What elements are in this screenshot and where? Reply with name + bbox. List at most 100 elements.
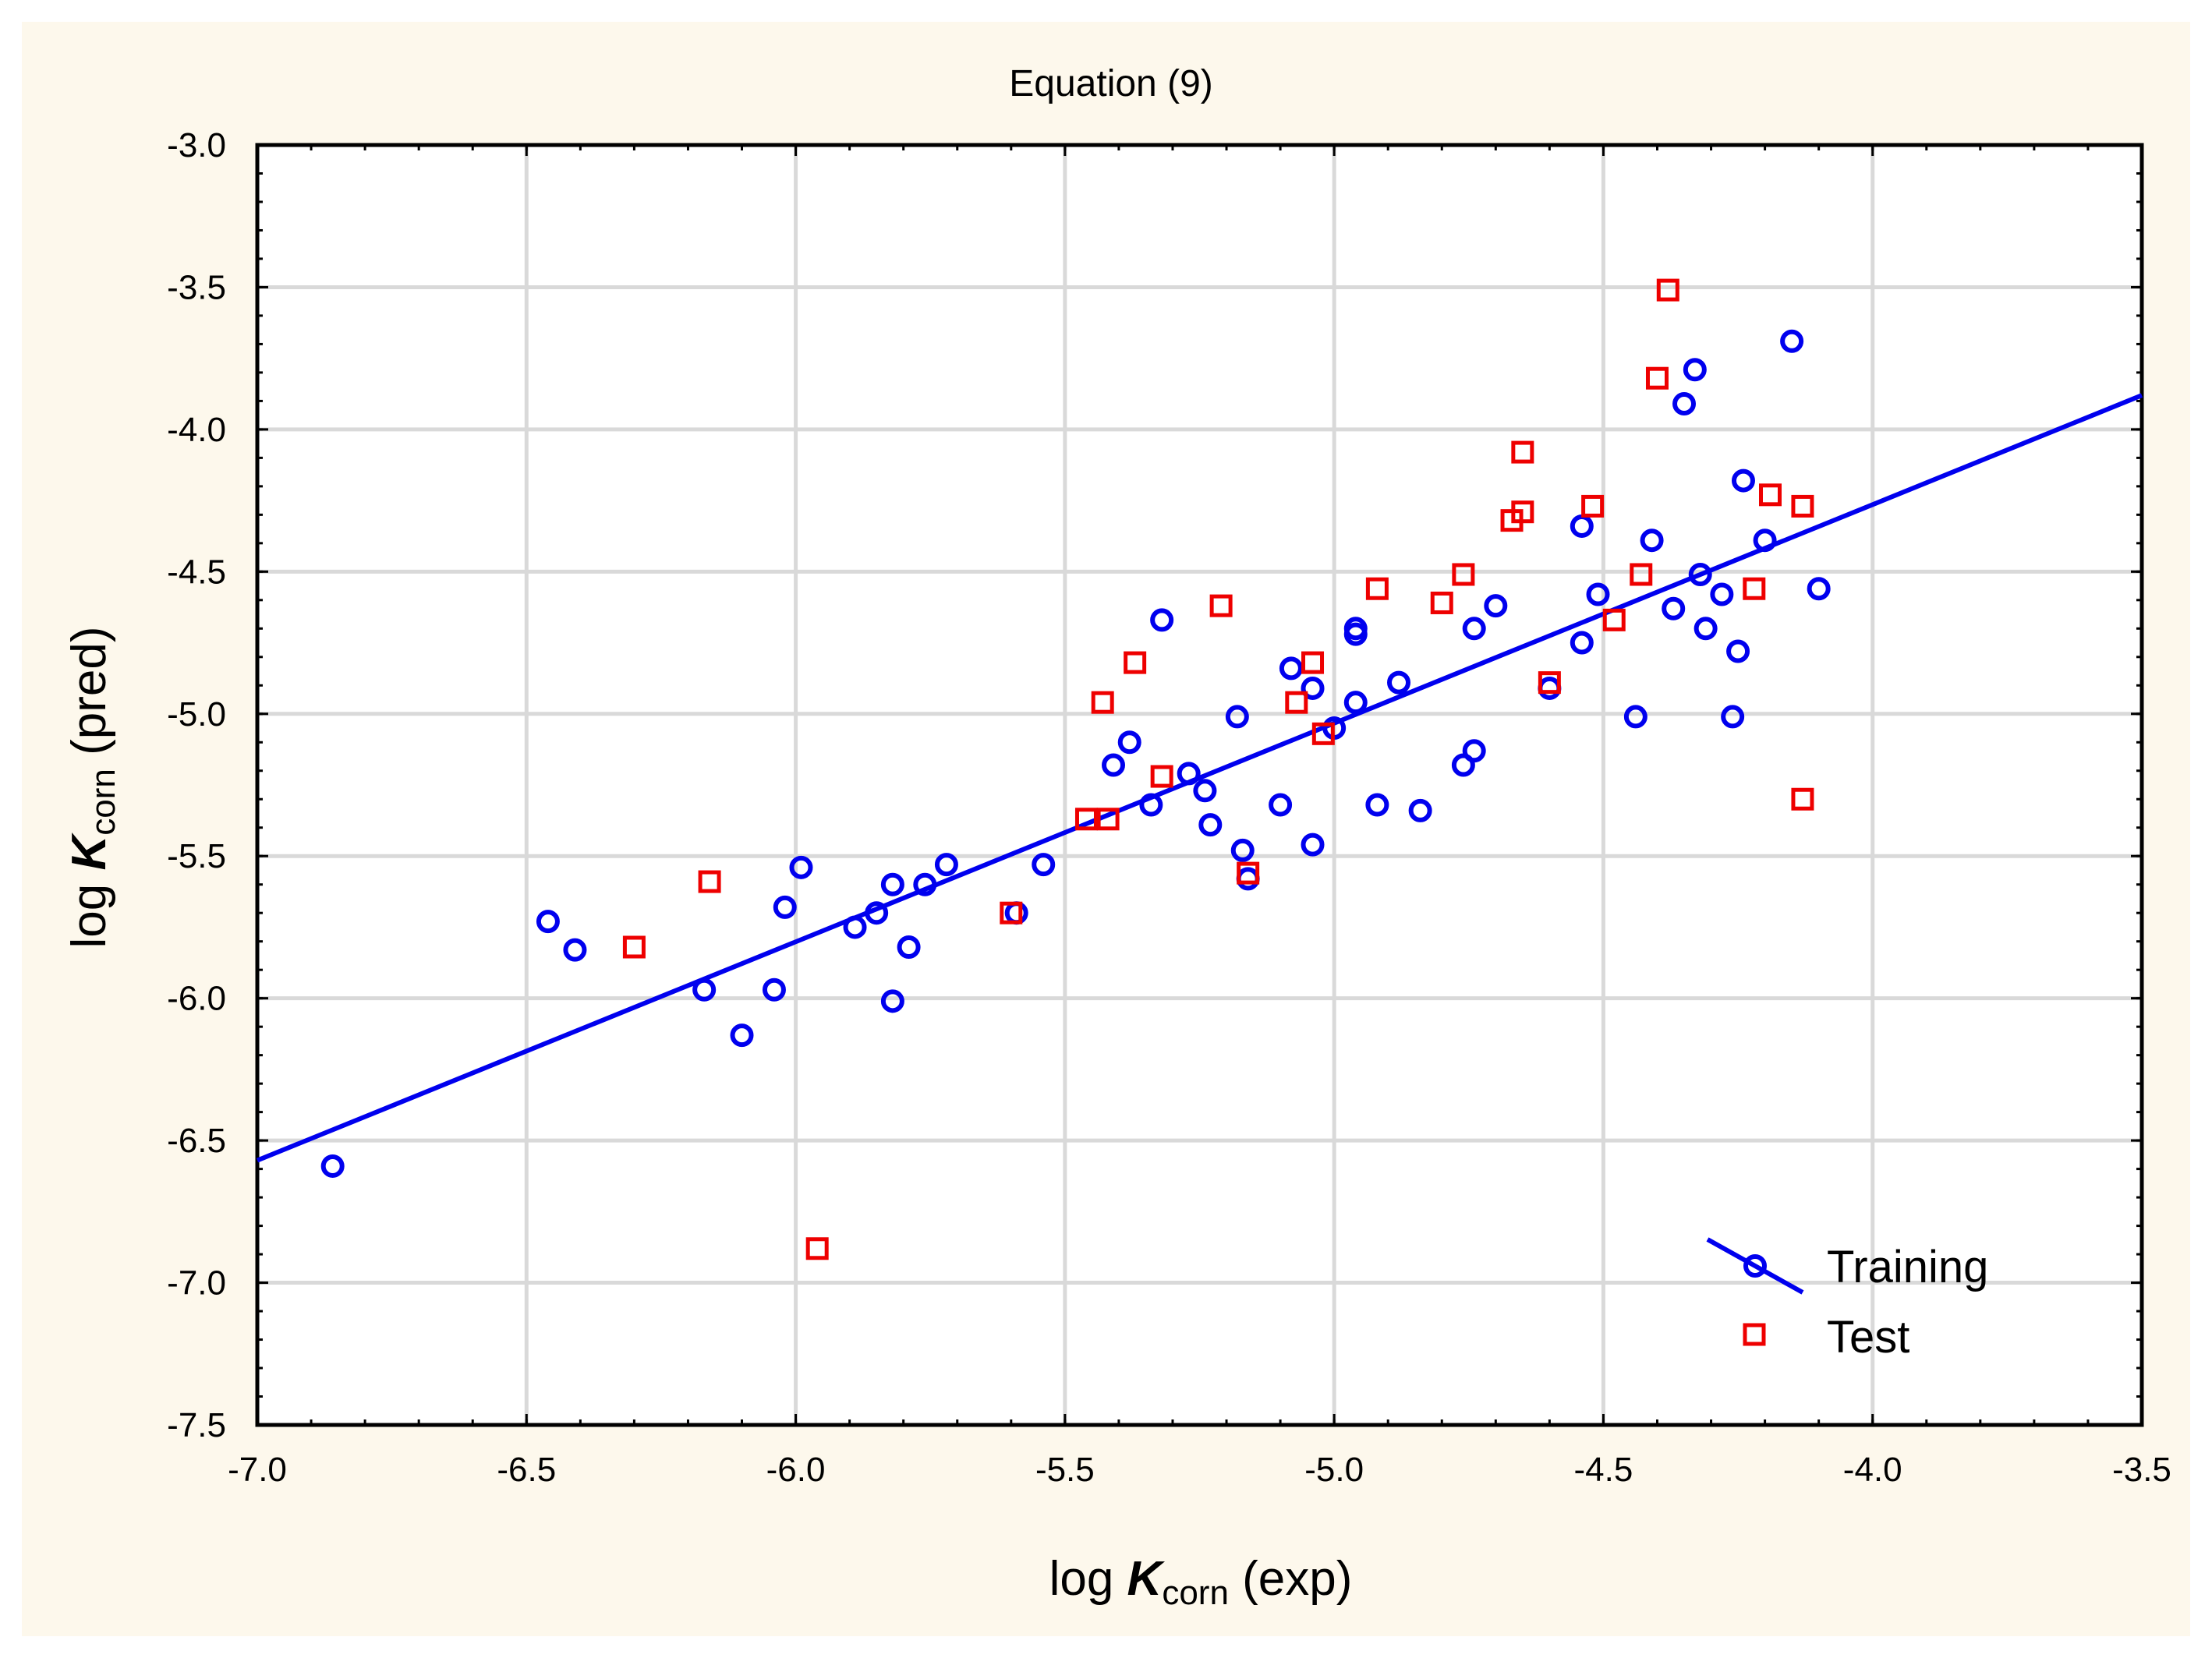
training-point <box>730 1023 754 1048</box>
training-point <box>1484 594 1508 618</box>
training-point <box>1807 577 1831 601</box>
training-point <box>1225 705 1249 729</box>
training-point <box>773 895 797 919</box>
test-point <box>1091 691 1114 714</box>
y-tick-label: -3.5 <box>167 268 226 306</box>
training-point <box>1672 392 1697 416</box>
training-point <box>897 935 921 959</box>
training-point <box>1721 705 1745 729</box>
test-point <box>1285 691 1308 714</box>
test-point <box>1538 671 1561 695</box>
training-point <box>843 915 867 939</box>
y-tick-label: -6.0 <box>167 980 226 1018</box>
training-point <box>934 853 958 877</box>
chart-title: Equation (9) <box>1009 63 1213 104</box>
y-tick-labels: -3.0 -3.5 -4.0 -4.5 -5.0 -5.5 -6.0 -6.5 -7.0 -7.5 <box>167 126 226 1444</box>
training-point <box>1462 739 1486 763</box>
training-point <box>1694 617 1718 641</box>
training-point <box>1139 793 1163 817</box>
test-point <box>1511 440 1534 464</box>
training-point <box>1662 596 1686 620</box>
test-point <box>1311 722 1335 745</box>
x-tick-label: -6.5 <box>497 1451 556 1489</box>
test-point <box>622 935 646 959</box>
training-point <box>1408 798 1432 822</box>
training-point <box>1177 762 1201 786</box>
training-point <box>1279 656 1303 681</box>
y-axis-label-subscript: corn <box>84 769 122 836</box>
training-point <box>1586 582 1610 606</box>
legend-test-label: Test <box>1827 1312 1909 1363</box>
training-point <box>1731 468 1755 493</box>
x-tick-label: -7.0 <box>228 1451 287 1489</box>
test-point <box>1656 278 1679 302</box>
training-point <box>880 872 904 896</box>
test-point <box>1602 608 1626 631</box>
test-point <box>1791 494 1814 518</box>
training-point <box>1117 730 1141 755</box>
test-point <box>1581 494 1605 518</box>
test-point <box>1630 563 1653 586</box>
x-axis-label-suffix: (exp) <box>1229 1552 1352 1606</box>
y-tick-label: -6.5 <box>167 1122 226 1160</box>
training-point <box>1688 562 1712 586</box>
test-point <box>1511 500 1534 524</box>
training-point <box>865 901 889 925</box>
x-axis-label-subscript: corn <box>1162 1574 1229 1612</box>
test-point <box>1645 366 1669 390</box>
training-series <box>320 329 1831 1178</box>
gridlines <box>257 145 2142 1425</box>
training-point <box>1570 631 1594 655</box>
legend-test-marker <box>1743 1323 1766 1346</box>
test-point <box>1430 591 1453 614</box>
training-point <box>1365 793 1389 817</box>
y-tick-label: -4.5 <box>167 553 226 591</box>
test-point <box>1301 651 1325 674</box>
training-point <box>913 872 937 896</box>
training-point <box>1462 617 1486 641</box>
training-point <box>320 1154 345 1178</box>
x-tick-label: -5.0 <box>1304 1451 1364 1489</box>
training-point <box>1230 838 1255 862</box>
training-point <box>1032 853 1056 877</box>
training-point <box>1387 670 1411 695</box>
test-point <box>805 1237 829 1260</box>
y-tick-label: -5.0 <box>167 695 226 734</box>
training-point <box>1623 705 1647 729</box>
legend-training-label: Training <box>1827 1242 1988 1292</box>
legend: Training Test <box>1706 1237 1988 1363</box>
training-point <box>1102 753 1126 777</box>
training-point <box>536 910 560 934</box>
x-tick-labels: -7.0 -6.5 -6.0 -5.5 -5.0 -4.5 -4.0 -3.5 <box>228 1451 2171 1489</box>
training-point <box>1301 833 1325 857</box>
test-point <box>698 870 721 893</box>
test-point <box>1237 861 1260 885</box>
y-tick-label: -4.0 <box>167 411 226 449</box>
training-point <box>1753 529 1777 553</box>
training-point <box>762 977 786 1002</box>
x-tick-label: -4.0 <box>1843 1451 1902 1489</box>
y-axis-label-symbol: K <box>62 833 116 871</box>
training-point <box>1269 793 1293 817</box>
test-point <box>1743 577 1766 600</box>
x-axis-label: log Kcorn (exp) <box>1049 1552 1353 1612</box>
legend-training-line <box>1706 1237 1804 1295</box>
training-point <box>1451 753 1475 777</box>
x-tick-label: -5.5 <box>1035 1451 1095 1489</box>
y-tick-label: -7.5 <box>167 1406 226 1444</box>
training-point <box>1343 622 1368 646</box>
test-point <box>1074 808 1098 831</box>
y-axis-label-prefix: log <box>62 871 116 949</box>
x-tick-label: -3.5 <box>2112 1451 2171 1489</box>
training-point <box>1726 639 1750 663</box>
y-tick-label: -7.0 <box>167 1264 226 1303</box>
training-point <box>563 938 587 962</box>
training-point <box>1343 691 1368 715</box>
test-series <box>622 278 1814 1260</box>
training-point <box>1150 608 1174 632</box>
test-point <box>1791 787 1814 811</box>
x-axis-label-symbol: K <box>1127 1552 1166 1606</box>
training-point <box>1710 582 1734 606</box>
test-point <box>1452 563 1475 586</box>
